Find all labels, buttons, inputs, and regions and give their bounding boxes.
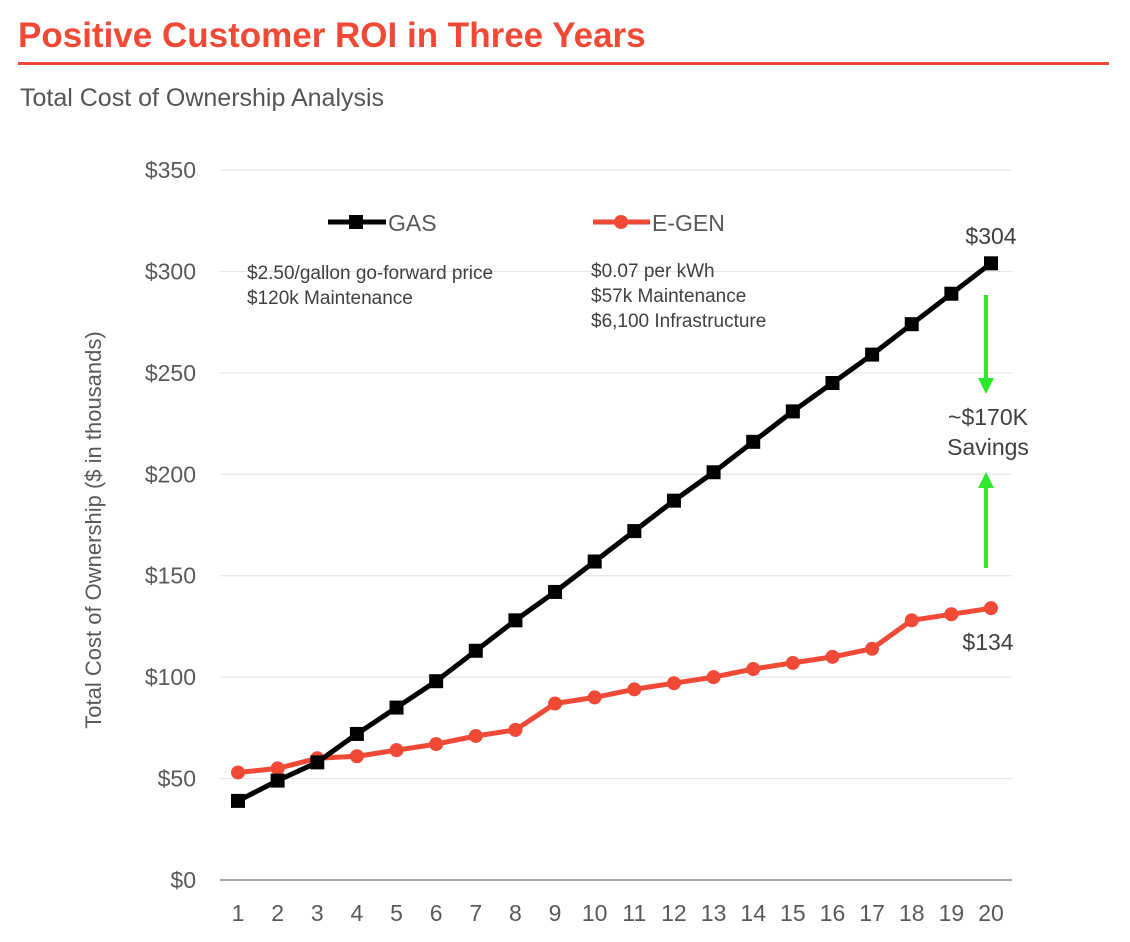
y-tick-label: $50 xyxy=(158,766,196,792)
x-tick-label: 3 xyxy=(311,900,324,926)
y-axis-label: Total Cost of Ownership ($ in thousands) xyxy=(81,331,106,728)
legend-gas-label: GAS xyxy=(388,210,437,236)
series-gas xyxy=(231,256,998,808)
y-tick-label: $0 xyxy=(170,867,196,893)
x-tick-label: 10 xyxy=(582,900,608,926)
data-point-egen xyxy=(548,696,563,711)
y-tick-label: $150 xyxy=(145,563,196,589)
legend-gas-square-marker xyxy=(349,215,363,229)
egen-notes: $0.07 per kWh $57k Maintenance $6,100 In… xyxy=(591,261,766,332)
page-subtitle: Total Cost of Ownership Analysis xyxy=(20,84,385,112)
x-tick-label: 8 xyxy=(509,900,522,926)
gas-note-maintenance: $120k Maintenance xyxy=(247,288,413,309)
x-tick-label: 19 xyxy=(939,900,965,926)
series-layer xyxy=(231,256,998,808)
x-tick-label: 5 xyxy=(390,900,403,926)
y-tick-label: $300 xyxy=(145,258,196,284)
savings-arrow-down-head xyxy=(978,378,994,394)
egen-end-value-label: $134 xyxy=(962,629,1013,655)
data-point-gas xyxy=(984,256,998,271)
egen-note-rate: $0.07 per kWh xyxy=(591,261,715,282)
gas-notes: $2.50/gallon go-forward price $120k Main… xyxy=(247,263,493,309)
savings-annotation: ~$170K Savings xyxy=(947,295,1029,568)
x-tick-label: 1 xyxy=(232,900,245,926)
x-tick-label: 9 xyxy=(549,900,562,926)
data-point-egen xyxy=(944,607,959,622)
data-point-gas xyxy=(785,404,800,419)
x-tick-label: 16 xyxy=(820,900,846,926)
x-tick-label: 18 xyxy=(899,900,925,926)
x-tick-label: 11 xyxy=(622,900,646,926)
data-point-gas xyxy=(666,493,681,508)
data-point-egen xyxy=(389,743,404,758)
data-point-gas xyxy=(389,700,404,715)
data-point-egen xyxy=(468,728,483,743)
data-point-egen xyxy=(666,676,681,691)
legend-egen-circle-marker xyxy=(614,215,628,229)
data-point-egen xyxy=(231,765,245,780)
data-point-gas xyxy=(865,347,880,362)
gas-note-fuel: $2.50/gallon go-forward price xyxy=(247,263,493,284)
data-point-egen xyxy=(587,690,602,705)
series-line-gas xyxy=(235,260,994,804)
x-tick-labels: 1 2 3 4 5 6 7 8 9 10 11 12 13 14 15 16 17 18 19 20 xyxy=(232,900,1004,926)
data-point-gas xyxy=(270,773,285,788)
data-point-gas xyxy=(231,793,245,808)
series-egen xyxy=(231,601,998,780)
data-point-egen xyxy=(825,649,840,664)
y-tick-label: $200 xyxy=(145,461,196,487)
data-point-gas xyxy=(627,524,642,539)
data-point-gas xyxy=(310,755,325,770)
title-underline xyxy=(18,62,1109,65)
x-tick-label: 20 xyxy=(978,900,1004,926)
data-point-egen xyxy=(984,601,998,616)
x-tick-label: 2 xyxy=(271,900,284,926)
data-point-gas xyxy=(944,286,959,301)
data-point-gas xyxy=(548,584,563,599)
x-tick-label: 12 xyxy=(661,900,687,926)
data-point-egen xyxy=(429,737,444,752)
data-point-egen xyxy=(627,682,642,697)
series-line-egen xyxy=(235,605,994,775)
data-point-egen xyxy=(349,749,364,764)
data-point-egen xyxy=(270,761,285,776)
data-point-egen xyxy=(785,655,800,670)
x-tick-label: 6 xyxy=(430,900,443,926)
data-point-egen xyxy=(865,641,880,656)
y-tick-label: $100 xyxy=(145,664,196,690)
data-point-gas xyxy=(746,434,761,449)
data-point-egen xyxy=(904,613,919,628)
legend-egen-label: E-GEN xyxy=(652,210,725,236)
data-point-gas xyxy=(825,376,840,390)
page-title: Positive Customer ROI in Three Years xyxy=(18,16,646,55)
savings-amount-label: ~$170K xyxy=(948,404,1029,430)
gas-end-value-label: $304 xyxy=(965,223,1016,249)
legend: GAS E-GEN xyxy=(328,210,725,236)
data-point-egen xyxy=(746,662,761,677)
x-tick-label: 4 xyxy=(350,900,363,926)
x-tick-label: 7 xyxy=(469,900,482,926)
grid-lines xyxy=(220,169,1012,881)
savings-arrow-up-head xyxy=(978,472,994,488)
x-tick-label: 17 xyxy=(859,900,885,926)
x-tick-label: 13 xyxy=(701,900,727,926)
y-tick-labels: $0 $50 $100 $150 $200 $250 $300 $350 xyxy=(145,157,196,893)
egen-note-maintenance: $57k Maintenance xyxy=(591,286,746,307)
data-point-egen xyxy=(508,722,523,737)
data-point-gas xyxy=(508,613,523,628)
data-point-egen xyxy=(706,670,721,685)
data-point-gas xyxy=(587,554,602,569)
x-tick-label: 15 xyxy=(780,900,806,926)
savings-word-label: Savings xyxy=(947,434,1029,460)
data-point-gas xyxy=(706,465,721,480)
data-point-gas xyxy=(429,674,444,689)
y-tick-label: $350 xyxy=(145,157,196,183)
y-tick-label: $250 xyxy=(145,360,196,386)
data-point-gas xyxy=(904,317,919,332)
data-point-gas xyxy=(468,643,483,658)
data-point-gas xyxy=(349,726,364,741)
egen-note-infrastructure: $6,100 Infrastructure xyxy=(591,311,766,332)
x-tick-label: 14 xyxy=(740,900,766,926)
